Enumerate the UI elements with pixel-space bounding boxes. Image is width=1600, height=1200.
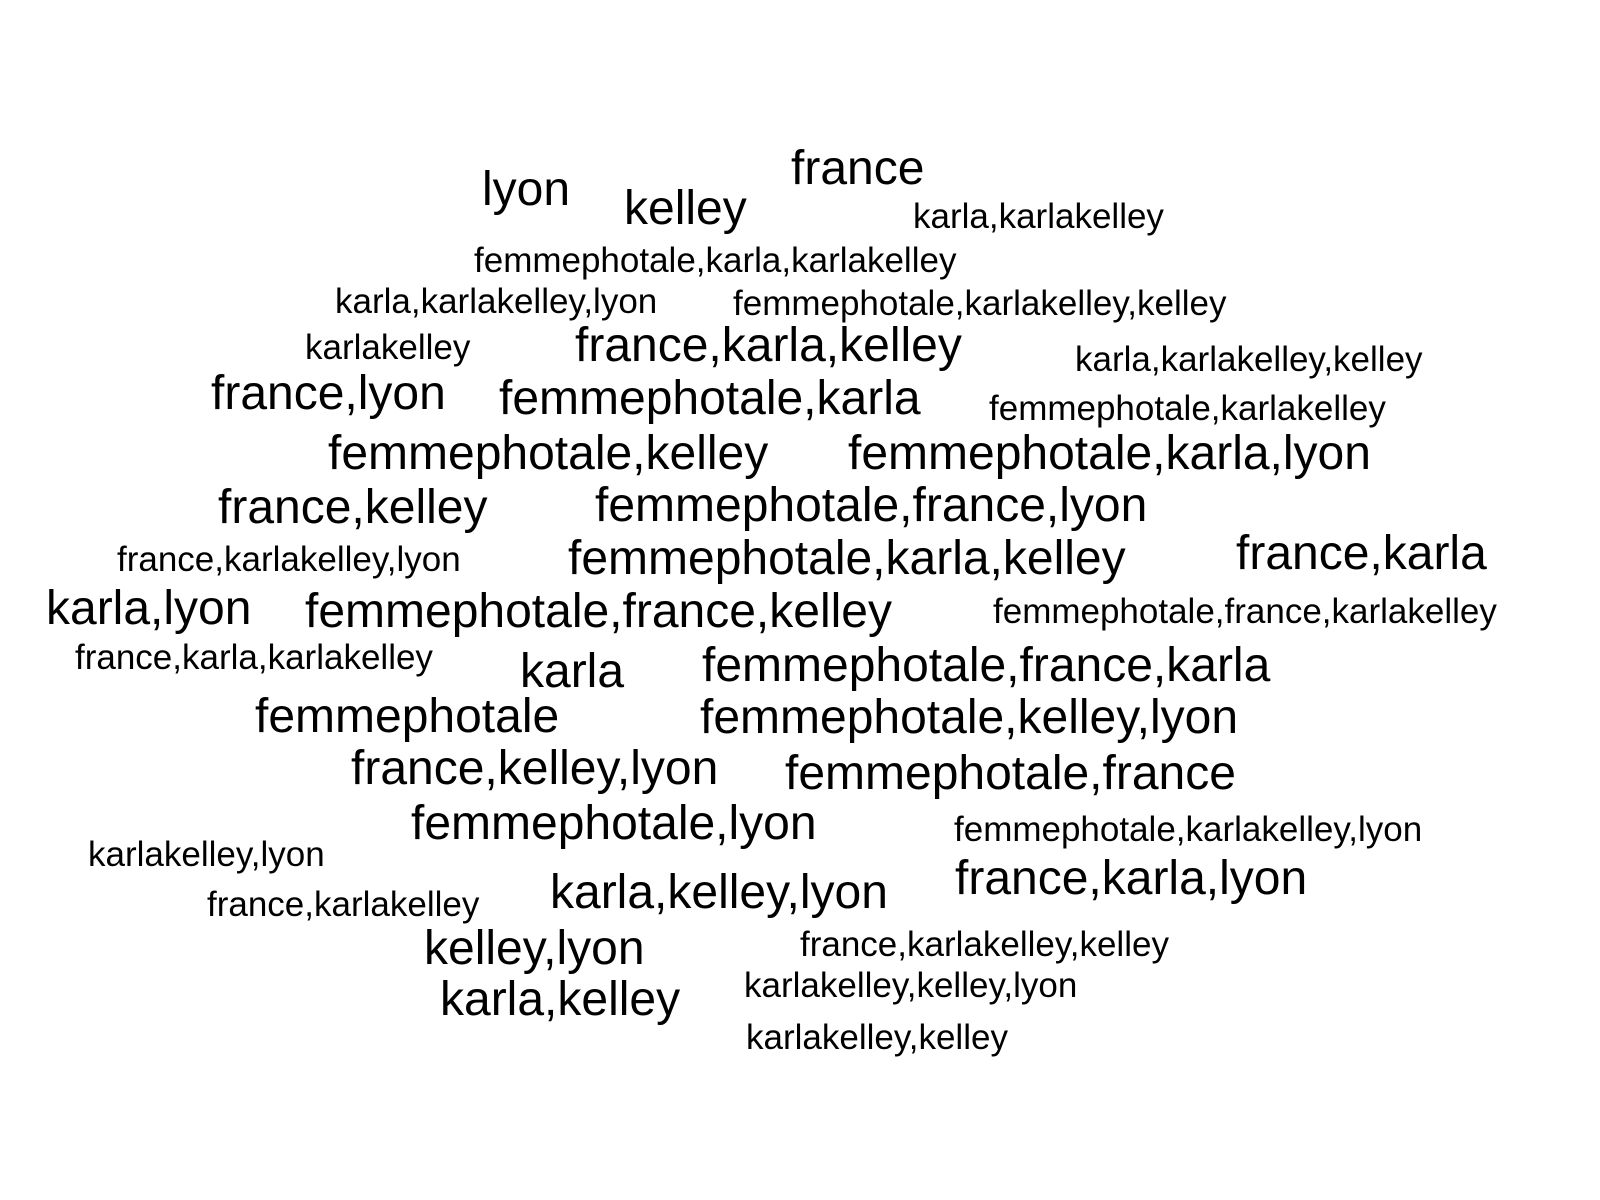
- cloud-word: karla,karlakelley,kelley: [1075, 340, 1423, 379]
- cloud-word: femmephotale,karlakelley: [989, 389, 1386, 428]
- cloud-word: france,karla,karlakelley: [75, 638, 433, 677]
- cloud-word: kelley,lyon: [424, 922, 645, 975]
- cloud-word: femmephotale,france,karla: [702, 639, 1271, 692]
- cloud-word: karlakelley,kelley,lyon: [744, 966, 1078, 1005]
- cloud-word: lyon: [482, 163, 571, 216]
- cloud-word: femmephotale,france,lyon: [595, 479, 1148, 532]
- cloud-word: kelley: [624, 182, 747, 235]
- cloud-word: karlakelley,kelley: [746, 1018, 1008, 1057]
- cloud-word: karla,lyon: [46, 582, 252, 635]
- cloud-word: karla,kelley,lyon: [550, 866, 888, 919]
- cloud-word: femmephotale,lyon: [411, 797, 817, 850]
- cloud-word: femmephotale,kelley,lyon: [700, 691, 1239, 744]
- cloud-word: france,karla: [1236, 527, 1487, 580]
- cloud-word: karla,karlakelley,lyon: [335, 282, 658, 321]
- cloud-word: femmephotale,france: [785, 747, 1236, 800]
- cloud-word: france,karlakelley: [207, 885, 480, 924]
- cloud-word: france,lyon: [211, 367, 446, 420]
- cloud-word: karla,kelley: [440, 973, 681, 1026]
- cloud-word: femmephotale,karlakelley,kelley: [733, 284, 1227, 323]
- cloud-word: france,karlakelley,lyon: [117, 540, 461, 579]
- cloud-word: karlakelley: [305, 328, 471, 367]
- cloud-word: karlakelley,lyon: [88, 835, 325, 874]
- cloud-word: femmephotale,karlakelley,lyon: [954, 810, 1423, 849]
- cloud-word: france,karlakelley,kelley: [800, 925, 1169, 964]
- cloud-word: france: [791, 142, 925, 195]
- cloud-word: femmephotale,kelley: [328, 427, 769, 480]
- cloud-word: femmephotale,karla,lyon: [848, 427, 1371, 480]
- cloud-word: france,kelley,lyon: [351, 742, 719, 795]
- cloud-word: femmephotale: [255, 690, 560, 743]
- cloud-word: karla: [520, 645, 625, 698]
- cloud-word: femmephotale,karla,kelley: [568, 532, 1126, 585]
- cloud-word: france,kelley: [218, 481, 488, 534]
- cloud-word: femmephotale,france,karlakelley: [993, 592, 1497, 631]
- cloud-word: france,karla,kelley: [575, 319, 962, 372]
- cloud-word: femmephotale,karla: [499, 372, 921, 425]
- cloud-word: france,karla,lyon: [955, 852, 1308, 905]
- cloud-word: karla,karlakelley: [913, 197, 1164, 236]
- cloud-word: femmephotale,karla,karlakelley: [474, 241, 957, 280]
- cloud-word: femmephotale,france,kelley: [305, 585, 892, 638]
